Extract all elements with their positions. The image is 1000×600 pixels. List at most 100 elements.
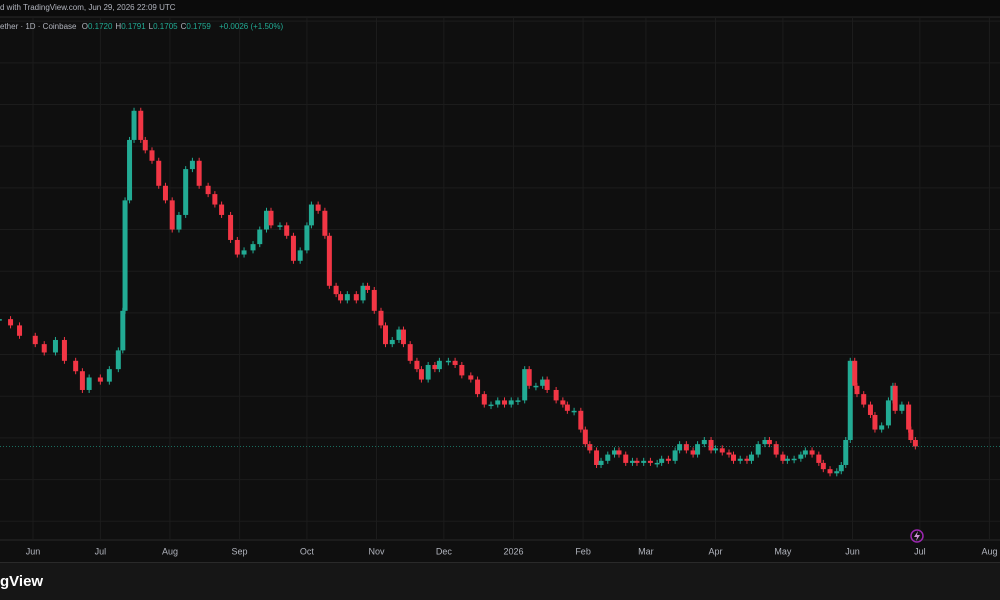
candle	[695, 444, 701, 455]
candle	[683, 444, 689, 451]
candle	[241, 250, 247, 255]
candle	[0, 319, 2, 321]
x-tick-label: Feb	[575, 546, 591, 556]
candle	[726, 452, 732, 455]
candle	[885, 400, 891, 426]
candles	[0, 107, 1000, 477]
candle	[459, 364, 465, 376]
candle	[475, 379, 481, 395]
candle	[322, 210, 328, 236]
candle	[872, 414, 878, 430]
candle	[612, 450, 618, 455]
candle	[899, 404, 905, 411]
candle	[879, 425, 885, 430]
candle	[120, 310, 126, 351]
candle	[97, 377, 103, 382]
candle	[407, 344, 413, 361]
candle	[79, 371, 85, 390]
candle	[73, 360, 79, 372]
candle	[445, 360, 451, 363]
x-tick-label: May	[774, 546, 792, 556]
candle	[52, 339, 58, 353]
candle	[526, 369, 532, 386]
candle	[766, 439, 772, 445]
candle	[106, 369, 112, 382]
candle	[488, 404, 494, 407]
candle	[634, 460, 640, 463]
candle	[257, 229, 263, 245]
candle	[659, 458, 665, 463]
candle	[701, 439, 707, 445]
candle	[333, 285, 339, 295]
candle	[17, 325, 23, 336]
candle	[501, 400, 507, 405]
change: +0.0026 (+1.50%)	[219, 22, 284, 31]
candle	[713, 448, 719, 451]
candle	[605, 454, 611, 461]
candle	[784, 458, 790, 461]
candle	[495, 400, 501, 405]
candle	[115, 350, 121, 370]
candle	[219, 204, 225, 215]
x-tick-label: Sep	[232, 546, 248, 556]
candle	[61, 339, 67, 361]
candle	[737, 458, 743, 461]
candle	[912, 439, 918, 447]
candle	[205, 185, 211, 195]
candle	[647, 460, 653, 463]
candle	[852, 360, 858, 386]
candle	[378, 310, 384, 326]
header-note: d with TradingView.com, Jun 29, 2026 22:…	[0, 3, 176, 12]
candle	[564, 404, 570, 411]
candle	[396, 329, 402, 340]
candle	[308, 204, 314, 226]
ohlc-label: C	[180, 22, 187, 31]
candle	[371, 289, 377, 311]
alert-icon[interactable]	[910, 529, 924, 543]
ohlc-value: 0.1791	[121, 22, 146, 31]
candle	[436, 360, 442, 370]
candle	[344, 294, 350, 301]
candle	[892, 385, 898, 411]
candle	[234, 239, 240, 255]
candle	[156, 160, 162, 186]
candle	[677, 444, 683, 451]
x-tick-label: Apr	[709, 546, 723, 556]
candle	[264, 210, 270, 230]
candle	[169, 200, 175, 230]
candle	[8, 319, 14, 326]
candle	[641, 460, 647, 463]
candle	[861, 394, 867, 405]
x-tick-label: Aug	[162, 546, 178, 556]
candle	[773, 444, 779, 455]
candle	[353, 294, 359, 301]
ohlc-value: 0.1759	[186, 22, 211, 31]
candle	[468, 375, 474, 380]
candle	[540, 379, 546, 386]
candle	[481, 394, 487, 405]
candle	[365, 285, 371, 290]
ohlc-value: 0.1720	[87, 22, 113, 31]
ohlc-label: H	[115, 22, 122, 31]
candle	[748, 454, 754, 461]
candle	[515, 400, 521, 402]
candle	[854, 385, 860, 395]
candle	[906, 404, 912, 430]
logo[interactable]: gView	[0, 573, 44, 590]
candle	[820, 462, 826, 470]
x-tick-label: Nov	[369, 546, 386, 556]
candle	[867, 404, 873, 415]
candle	[452, 360, 458, 365]
candle	[400, 329, 406, 345]
candle	[228, 214, 234, 240]
candle	[149, 150, 155, 161]
candle	[32, 335, 38, 345]
candle	[623, 454, 629, 463]
chart: Jun Jul Aug Sep Oct Nov Dec 2026 Feb Mar Apr May Jun…	[0, 16, 1000, 557]
candle	[560, 400, 566, 405]
candle	[196, 160, 202, 186]
candle	[827, 469, 833, 474]
candle	[297, 250, 303, 261]
candle	[654, 462, 660, 465]
